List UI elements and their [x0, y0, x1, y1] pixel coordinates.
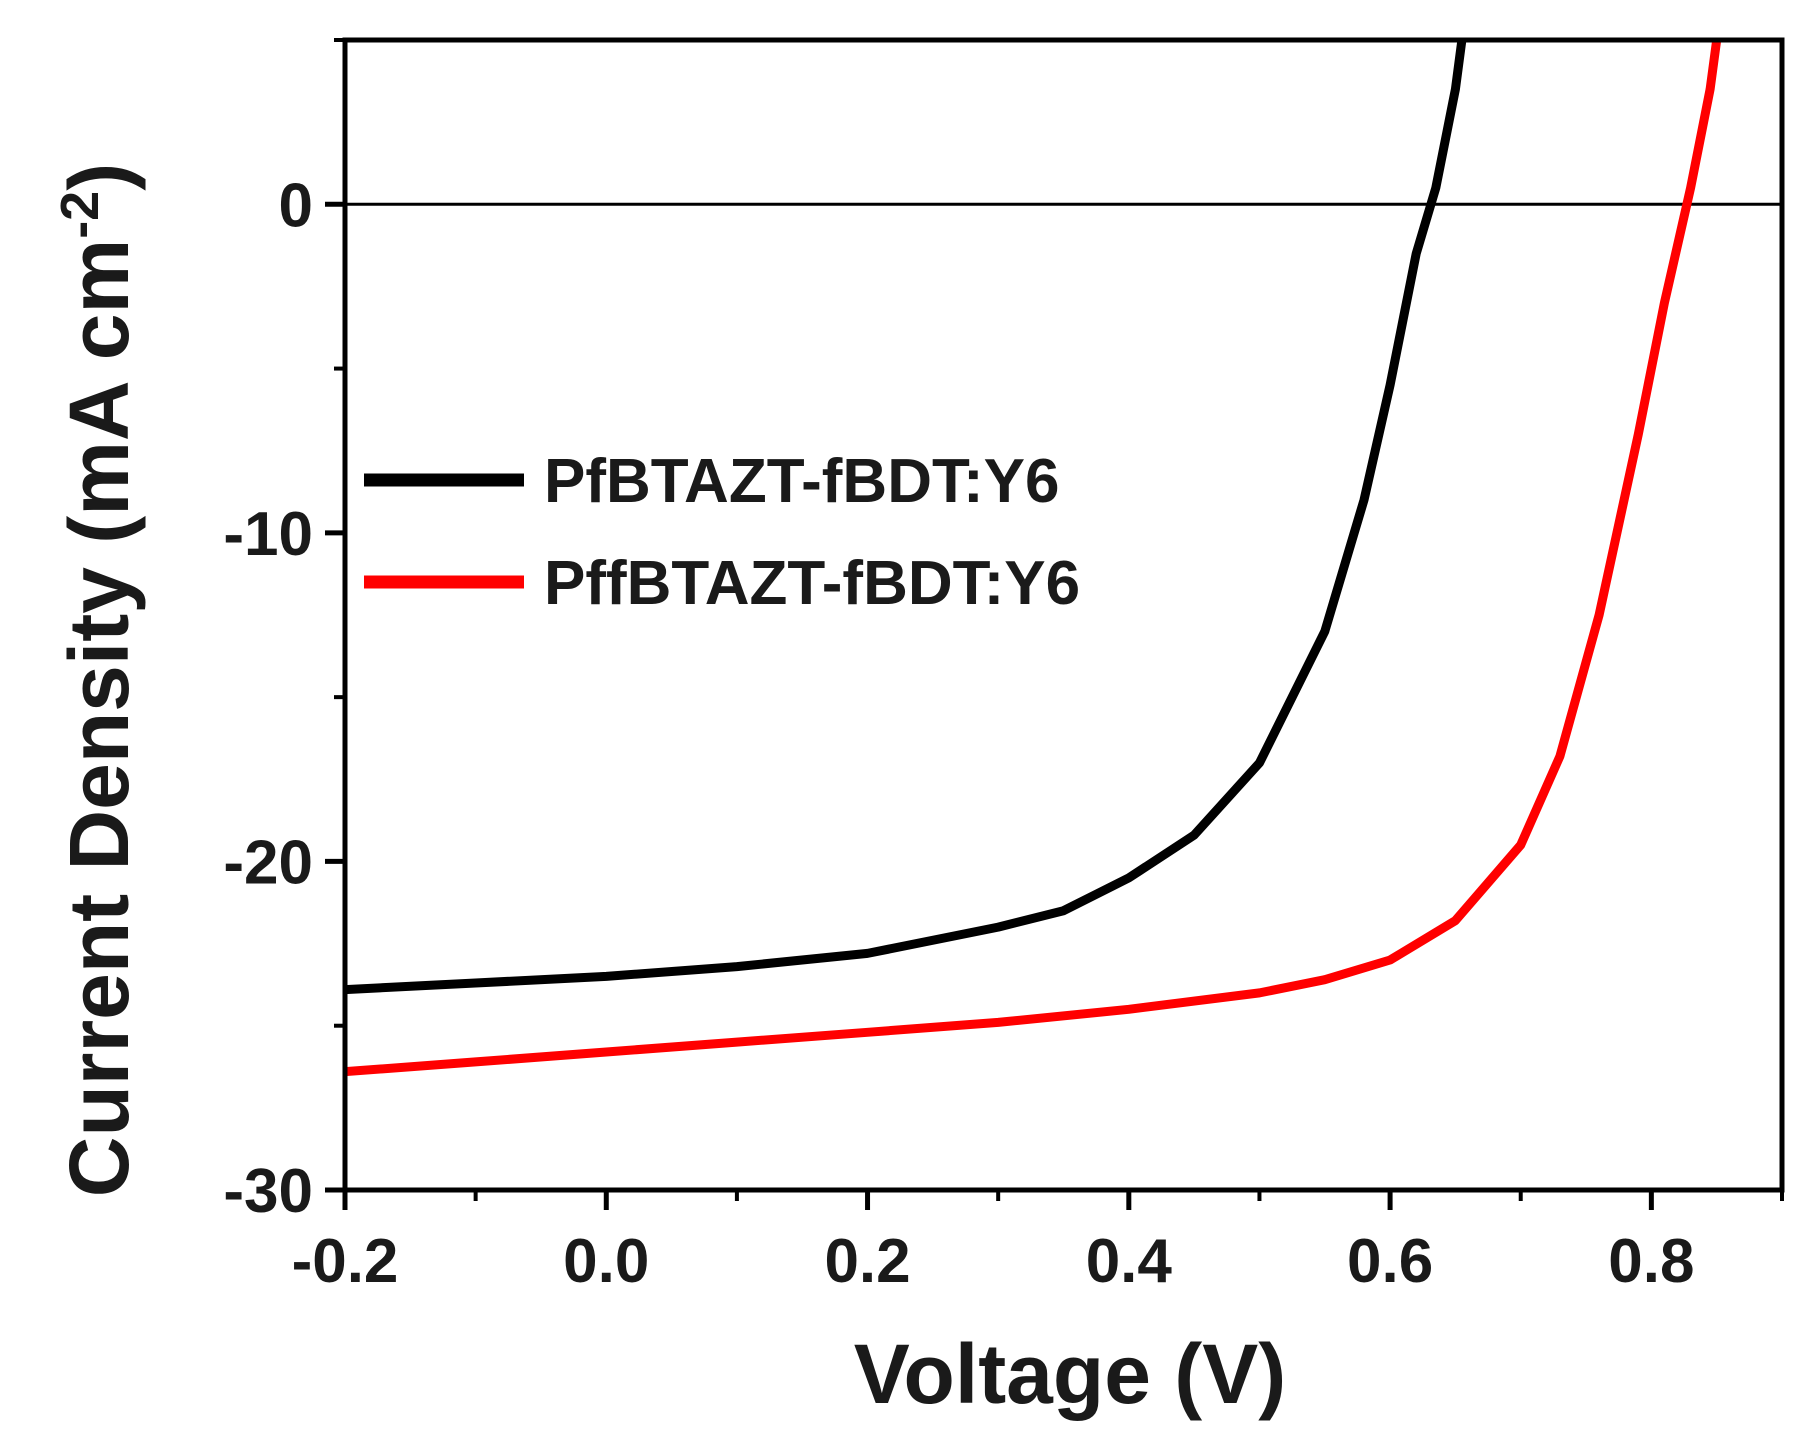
- x-tick-label: 0.2: [824, 1227, 910, 1296]
- series-line-2: [345, 40, 1722, 1077]
- tick-labels-layer: -0.2 0.0 0.2 0.4 0.6 0.8 -30 -20 -10 0: [223, 171, 1694, 1296]
- y-axis-title: Current Density (mA cm-2): [50, 163, 146, 1197]
- x-tick-label: -0.2: [292, 1227, 399, 1296]
- plot-frame: [342, 37, 1785, 1193]
- x-tick-label: 0.8: [1608, 1227, 1694, 1296]
- y-tick-label: 0: [279, 171, 313, 240]
- legend: PfBTAZT-fBDT:Y6 PffBTAZT-fBDT:Y6: [364, 447, 1080, 618]
- axes-layer: [342, 37, 1785, 1193]
- plot-content: [345, 40, 1782, 1077]
- y-axis-title-main: Current Density (mA cm: [52, 239, 146, 1197]
- ticks-layer: [325, 38, 1784, 1210]
- legend-label-pffbtazt: PffBTAZT-fBDT:Y6: [544, 549, 1080, 618]
- x-tick-label: 0.4: [1086, 1227, 1173, 1296]
- y-axis-title-close: ): [52, 163, 146, 191]
- y-axis-title-superscript: -2: [50, 191, 110, 239]
- y-tick-label: -10: [223, 500, 313, 569]
- y-tick-label: -20: [223, 828, 313, 897]
- series-line-1: [345, 40, 1467, 995]
- x-tick-label: 0.0: [563, 1227, 649, 1296]
- x-tick-label: 0.6: [1347, 1227, 1433, 1296]
- x-axis-title: Voltage (V): [854, 1327, 1286, 1421]
- legend-label-pfbtazt: PfBTAZT-fBDT:Y6: [544, 447, 1059, 516]
- y-tick-label: -30: [223, 1157, 313, 1226]
